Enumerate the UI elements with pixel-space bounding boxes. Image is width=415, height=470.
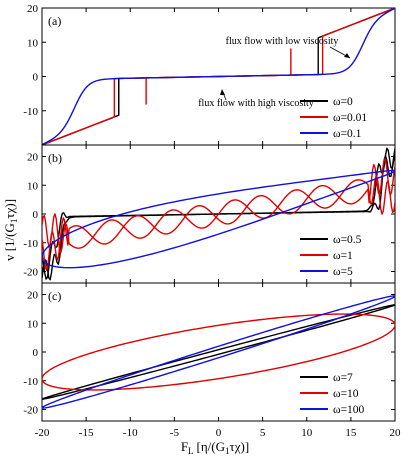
panel-label: (c) xyxy=(48,289,61,303)
legend-label: ω=5 xyxy=(333,266,353,278)
arrowhead xyxy=(344,53,350,58)
panel-c: -20 -10 0 10 20 -20 -15 -10 -5 0 5 10 15 20 (c) ω=7 ω=10… xyxy=(23,282,402,439)
arrowhead xyxy=(220,89,225,95)
y-tick-label: 0 xyxy=(33,347,39,359)
legend-label: ω=0.1 xyxy=(333,128,362,140)
curves xyxy=(42,8,395,145)
series-line-blue xyxy=(42,295,395,409)
curves xyxy=(42,147,395,281)
annotation-low-viscosity: flux flow with low viscosity xyxy=(226,36,339,47)
y-tick-label: 20 xyxy=(27,3,39,15)
legend-label: ω=10 xyxy=(333,388,359,400)
series-line-blue xyxy=(42,8,395,145)
legend-label: ω=0.5 xyxy=(333,234,362,246)
x-tick-label: 15 xyxy=(345,427,357,439)
x-tick-label: 0 xyxy=(216,427,222,439)
y-axis-label: v [1/(G1τχ)] xyxy=(2,199,19,261)
legend-label: ω=100 xyxy=(333,404,365,416)
panel-label: (b) xyxy=(48,151,62,165)
y-tick-label: -10 xyxy=(23,106,38,118)
x-tick-label: 20 xyxy=(390,427,402,439)
x-axis-label: FL [η/(G1τχ)] xyxy=(181,439,249,456)
legend-label: ω=1 xyxy=(333,250,353,262)
y-tick-label: 20 xyxy=(27,152,39,164)
x-tick-label: -15 xyxy=(79,427,94,439)
y-tick-label: -10 xyxy=(23,376,38,388)
panel-a: -10 0 10 20 (a) ω=0 ω=0.01 ω=0.1 flux flow with … xyxy=(23,3,396,146)
x-tick-label: -20 xyxy=(35,427,50,439)
y-tick-label: 0 xyxy=(33,72,39,84)
y-tick-label: -10 xyxy=(23,238,38,250)
annotation-high-viscosity: flux flow with high viscosity xyxy=(198,98,314,109)
y-tick-label: 0 xyxy=(33,209,39,221)
x-tick-label: 5 xyxy=(260,427,266,439)
curves xyxy=(42,295,395,409)
y-tick-label: -20 xyxy=(23,267,38,279)
panel-label: (a) xyxy=(48,14,61,28)
panel-b: -20 -10 0 10 20 (b) ω=0.5 ω=1 ω=5 xyxy=(23,144,396,284)
legend-label: ω=7 xyxy=(333,372,353,384)
y-tick-label: 10 xyxy=(27,318,39,330)
y-tick-label: -20 xyxy=(23,405,38,417)
x-tick-label: -10 xyxy=(123,427,138,439)
series-line-red xyxy=(42,174,395,254)
series-line-red xyxy=(42,313,395,391)
x-tick-label: 10 xyxy=(301,427,313,439)
y-tick-label: 10 xyxy=(27,180,39,192)
x-tick-label: -5 xyxy=(170,427,180,439)
series-line-blue xyxy=(42,169,395,269)
y-tick-label: 20 xyxy=(27,290,39,302)
series-line-red xyxy=(42,158,395,272)
legend-label: ω=0.01 xyxy=(333,112,367,124)
legend-label: ω=0 xyxy=(333,96,353,108)
y-tick-label: 10 xyxy=(27,37,39,49)
series-line-black xyxy=(42,304,395,400)
